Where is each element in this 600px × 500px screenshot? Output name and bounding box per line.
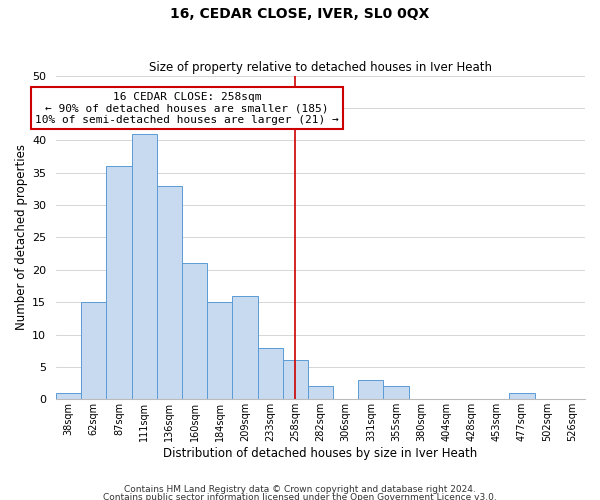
Bar	[308, 386, 333, 400]
Bar	[358, 380, 383, 400]
Bar	[106, 166, 131, 400]
Y-axis label: Number of detached properties: Number of detached properties	[15, 144, 28, 330]
Bar	[283, 360, 308, 400]
Text: Contains public sector information licensed under the Open Government Licence v3: Contains public sector information licen…	[103, 492, 497, 500]
Text: 16 CEDAR CLOSE: 258sqm
← 90% of detached houses are smaller (185)
10% of semi-de: 16 CEDAR CLOSE: 258sqm ← 90% of detached…	[35, 92, 339, 125]
Bar	[509, 393, 535, 400]
Bar	[257, 348, 283, 400]
Text: 16, CEDAR CLOSE, IVER, SL0 0QX: 16, CEDAR CLOSE, IVER, SL0 0QX	[170, 8, 430, 22]
Bar	[207, 302, 232, 400]
Bar	[182, 264, 207, 400]
Bar	[131, 134, 157, 400]
Title: Size of property relative to detached houses in Iver Heath: Size of property relative to detached ho…	[149, 62, 492, 74]
X-axis label: Distribution of detached houses by size in Iver Heath: Distribution of detached houses by size …	[163, 447, 478, 460]
Bar	[157, 186, 182, 400]
Bar	[81, 302, 106, 400]
Bar	[232, 296, 257, 400]
Text: Contains HM Land Registry data © Crown copyright and database right 2024.: Contains HM Land Registry data © Crown c…	[124, 486, 476, 494]
Bar	[56, 393, 81, 400]
Bar	[383, 386, 409, 400]
